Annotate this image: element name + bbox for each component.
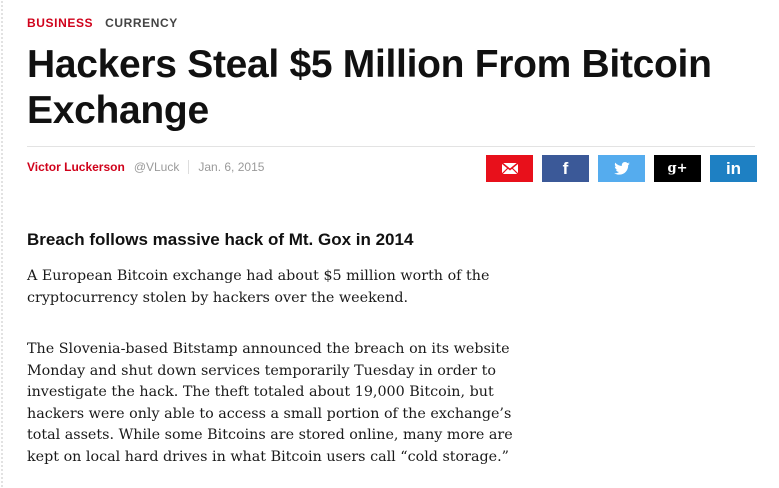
section-link[interactable]: BUSINESS xyxy=(27,16,94,30)
kicker: BUSINESS CURRENCY xyxy=(27,16,178,30)
twitter-bird-icon xyxy=(613,162,630,175)
share-linkedin-button[interactable]: in xyxy=(710,155,757,182)
window-edge xyxy=(0,0,4,488)
topic-link[interactable]: CURRENCY xyxy=(105,16,178,30)
author-twitter-handle[interactable]: @VLuck xyxy=(133,160,180,174)
share-google-plus-button[interactable]: g+ xyxy=(654,155,701,182)
headline: Hackers Steal $5 Million From Bitcoin Ex… xyxy=(27,43,712,132)
divider xyxy=(27,146,755,147)
article-subheadline: Breach follows massive hack of Mt. Gox i… xyxy=(27,230,414,249)
envelope-icon xyxy=(501,163,518,174)
facebook-icon: f xyxy=(562,159,569,178)
google-plus-icon: g+ xyxy=(667,161,688,176)
share-bar: f g+ in xyxy=(486,155,757,182)
byline: Victor Luckerson @VLuck Jan. 6, 2015 xyxy=(27,158,264,176)
share-email-button[interactable] xyxy=(486,155,533,182)
linkedin-icon: in xyxy=(725,159,742,178)
share-twitter-button[interactable] xyxy=(598,155,645,182)
publish-date: Jan. 6, 2015 xyxy=(198,160,265,174)
share-facebook-button[interactable]: f xyxy=(542,155,589,182)
author-link[interactable]: Victor Luckerson xyxy=(27,160,125,174)
byline-separator xyxy=(188,160,190,174)
article-paragraph: The Slovenia-based Bitstamp announced th… xyxy=(27,341,513,465)
article-paragraph: A European Bitcoin exchange had about $5… xyxy=(27,268,490,306)
